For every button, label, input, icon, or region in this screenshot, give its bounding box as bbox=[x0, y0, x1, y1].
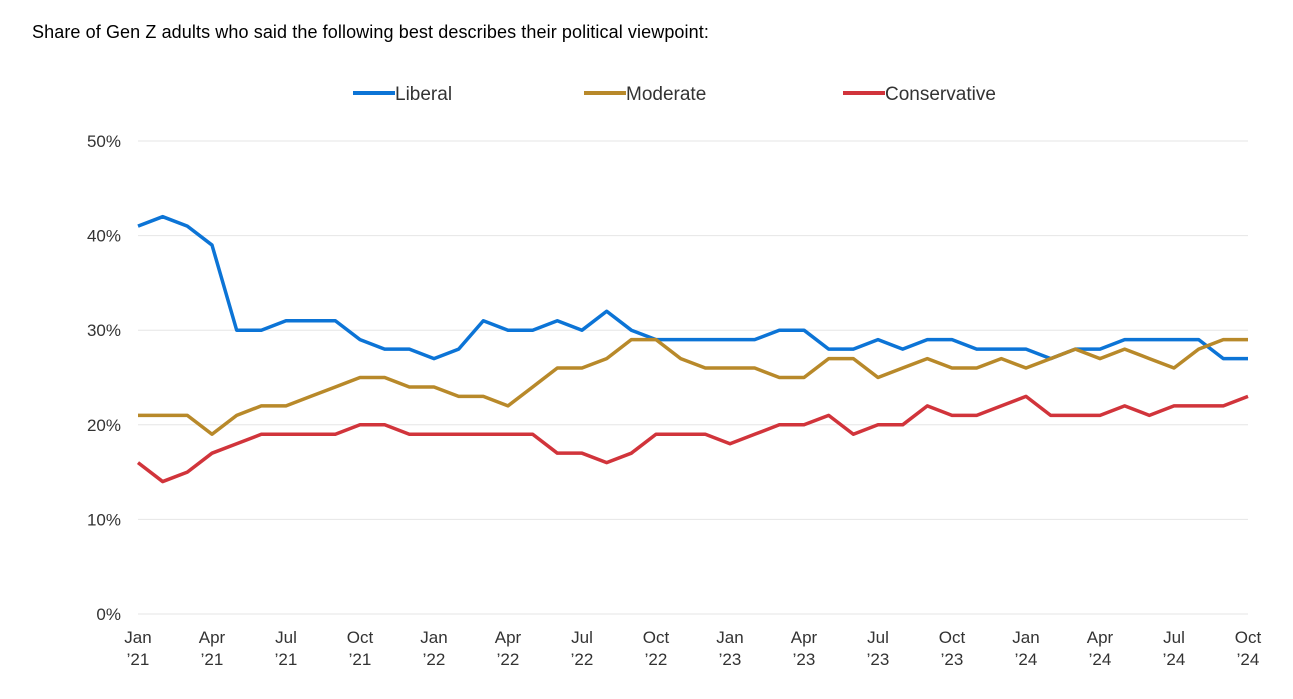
x-tick-label: Jan ’24 bbox=[1012, 628, 1039, 669]
x-tick-label-year: ’24 bbox=[1089, 650, 1112, 669]
x-tick-label-year: ’24 bbox=[1163, 650, 1186, 669]
x-tick-label-year: ’21 bbox=[349, 650, 372, 669]
series-line-liberal bbox=[137, 214, 1248, 361]
x-tick-label-year: ’22 bbox=[571, 650, 594, 669]
x-tick-label-year: ’24 bbox=[1237, 650, 1260, 669]
y-tick-label: 40% bbox=[87, 227, 121, 246]
x-tick-label-month: Apr bbox=[791, 628, 818, 647]
x-tick-label: Oct ’21 bbox=[347, 628, 374, 669]
legend-item-moderate: Moderate bbox=[584, 84, 706, 105]
legend-item-liberal: Liberal bbox=[353, 84, 452, 105]
y-tick-label: 50% bbox=[87, 132, 121, 151]
x-tick-label-year: ’21 bbox=[127, 650, 150, 669]
x-tick-label-year: ’22 bbox=[497, 650, 520, 669]
x-tick-label-month: Oct bbox=[643, 628, 670, 647]
x-tick-label-month: Oct bbox=[1235, 628, 1262, 647]
x-tick-label-month: Jul bbox=[867, 628, 889, 647]
x-tick-label: Jan ’22 bbox=[420, 628, 447, 669]
x-tick-label-year: ’21 bbox=[201, 650, 224, 669]
x-tick-label-month: Jul bbox=[571, 628, 593, 647]
x-tick-label-year: ’23 bbox=[793, 650, 816, 669]
legend-label: Moderate bbox=[626, 84, 706, 105]
y-axis-tick-labels: 0% 10% 20% 30% 40% 50% bbox=[87, 132, 121, 624]
x-tick-label-month: Oct bbox=[939, 628, 966, 647]
x-tick-label-month: Apr bbox=[199, 628, 226, 647]
y-tick-label: 20% bbox=[87, 416, 121, 435]
series-line-moderate bbox=[138, 337, 1248, 437]
x-tick-label-month: Jan bbox=[716, 628, 743, 647]
legend-label: Conservative bbox=[885, 84, 996, 105]
x-tick-label: Oct ’23 bbox=[939, 628, 966, 669]
x-tick-label-year: ’23 bbox=[719, 650, 742, 669]
x-tick-label: Apr ’23 bbox=[791, 628, 818, 669]
legend-item-conservative: Conservative bbox=[843, 84, 996, 105]
y-tick-label: 30% bbox=[87, 321, 121, 340]
y-tick-label: 0% bbox=[96, 605, 121, 624]
x-tick-label: Apr ’21 bbox=[199, 628, 226, 669]
x-tick-label-month: Apr bbox=[495, 628, 522, 647]
x-tick-label-month: Jul bbox=[1163, 628, 1185, 647]
x-tick-label-year: ’23 bbox=[941, 650, 964, 669]
x-tick-label: Jan ’23 bbox=[716, 628, 743, 669]
gridlines bbox=[138, 140, 1248, 615]
series-lines bbox=[136, 214, 1249, 484]
x-tick-label-year: ’23 bbox=[867, 650, 890, 669]
x-tick-label: Jul ’21 bbox=[275, 628, 298, 669]
chart-title: Share of Gen Z adults who said the follo… bbox=[32, 22, 709, 42]
x-tick-label: Jul ’23 bbox=[867, 628, 890, 669]
x-tick-label: Apr ’24 bbox=[1087, 628, 1114, 669]
x-tick-label: Apr ’22 bbox=[495, 628, 522, 669]
x-tick-label-month: Oct bbox=[347, 628, 374, 647]
x-tick-label: Jul ’24 bbox=[1163, 628, 1186, 669]
x-tick-label-year: ’24 bbox=[1015, 650, 1038, 669]
x-tick-label: Jan ’21 bbox=[124, 628, 151, 669]
x-tick-label-year: ’22 bbox=[645, 650, 668, 669]
x-tick-label-year: ’22 bbox=[423, 650, 446, 669]
x-tick-label-month: Apr bbox=[1087, 628, 1114, 647]
legend-label: Liberal bbox=[395, 84, 452, 105]
x-axis-tick-labels: Jan ’21 Apr ’21 Jul ’21 Oct ’21 Jan ’22 Apr ’22 Jul ’… bbox=[124, 628, 1261, 669]
series-line-conservative bbox=[136, 394, 1249, 484]
x-tick-label: Oct ’22 bbox=[643, 628, 670, 669]
x-tick-label-month: Jul bbox=[275, 628, 297, 647]
legend: Liberal Moderate Conservative bbox=[353, 84, 996, 105]
x-tick-label-month: Jan bbox=[420, 628, 447, 647]
x-tick-label-month: Jan bbox=[124, 628, 151, 647]
x-tick-label-year: ’21 bbox=[275, 650, 298, 669]
x-tick-label-month: Jan bbox=[1012, 628, 1039, 647]
x-tick-label: Oct ’24 bbox=[1235, 628, 1262, 669]
x-tick-label: Jul ’22 bbox=[571, 628, 594, 669]
y-tick-label: 10% bbox=[87, 510, 121, 529]
